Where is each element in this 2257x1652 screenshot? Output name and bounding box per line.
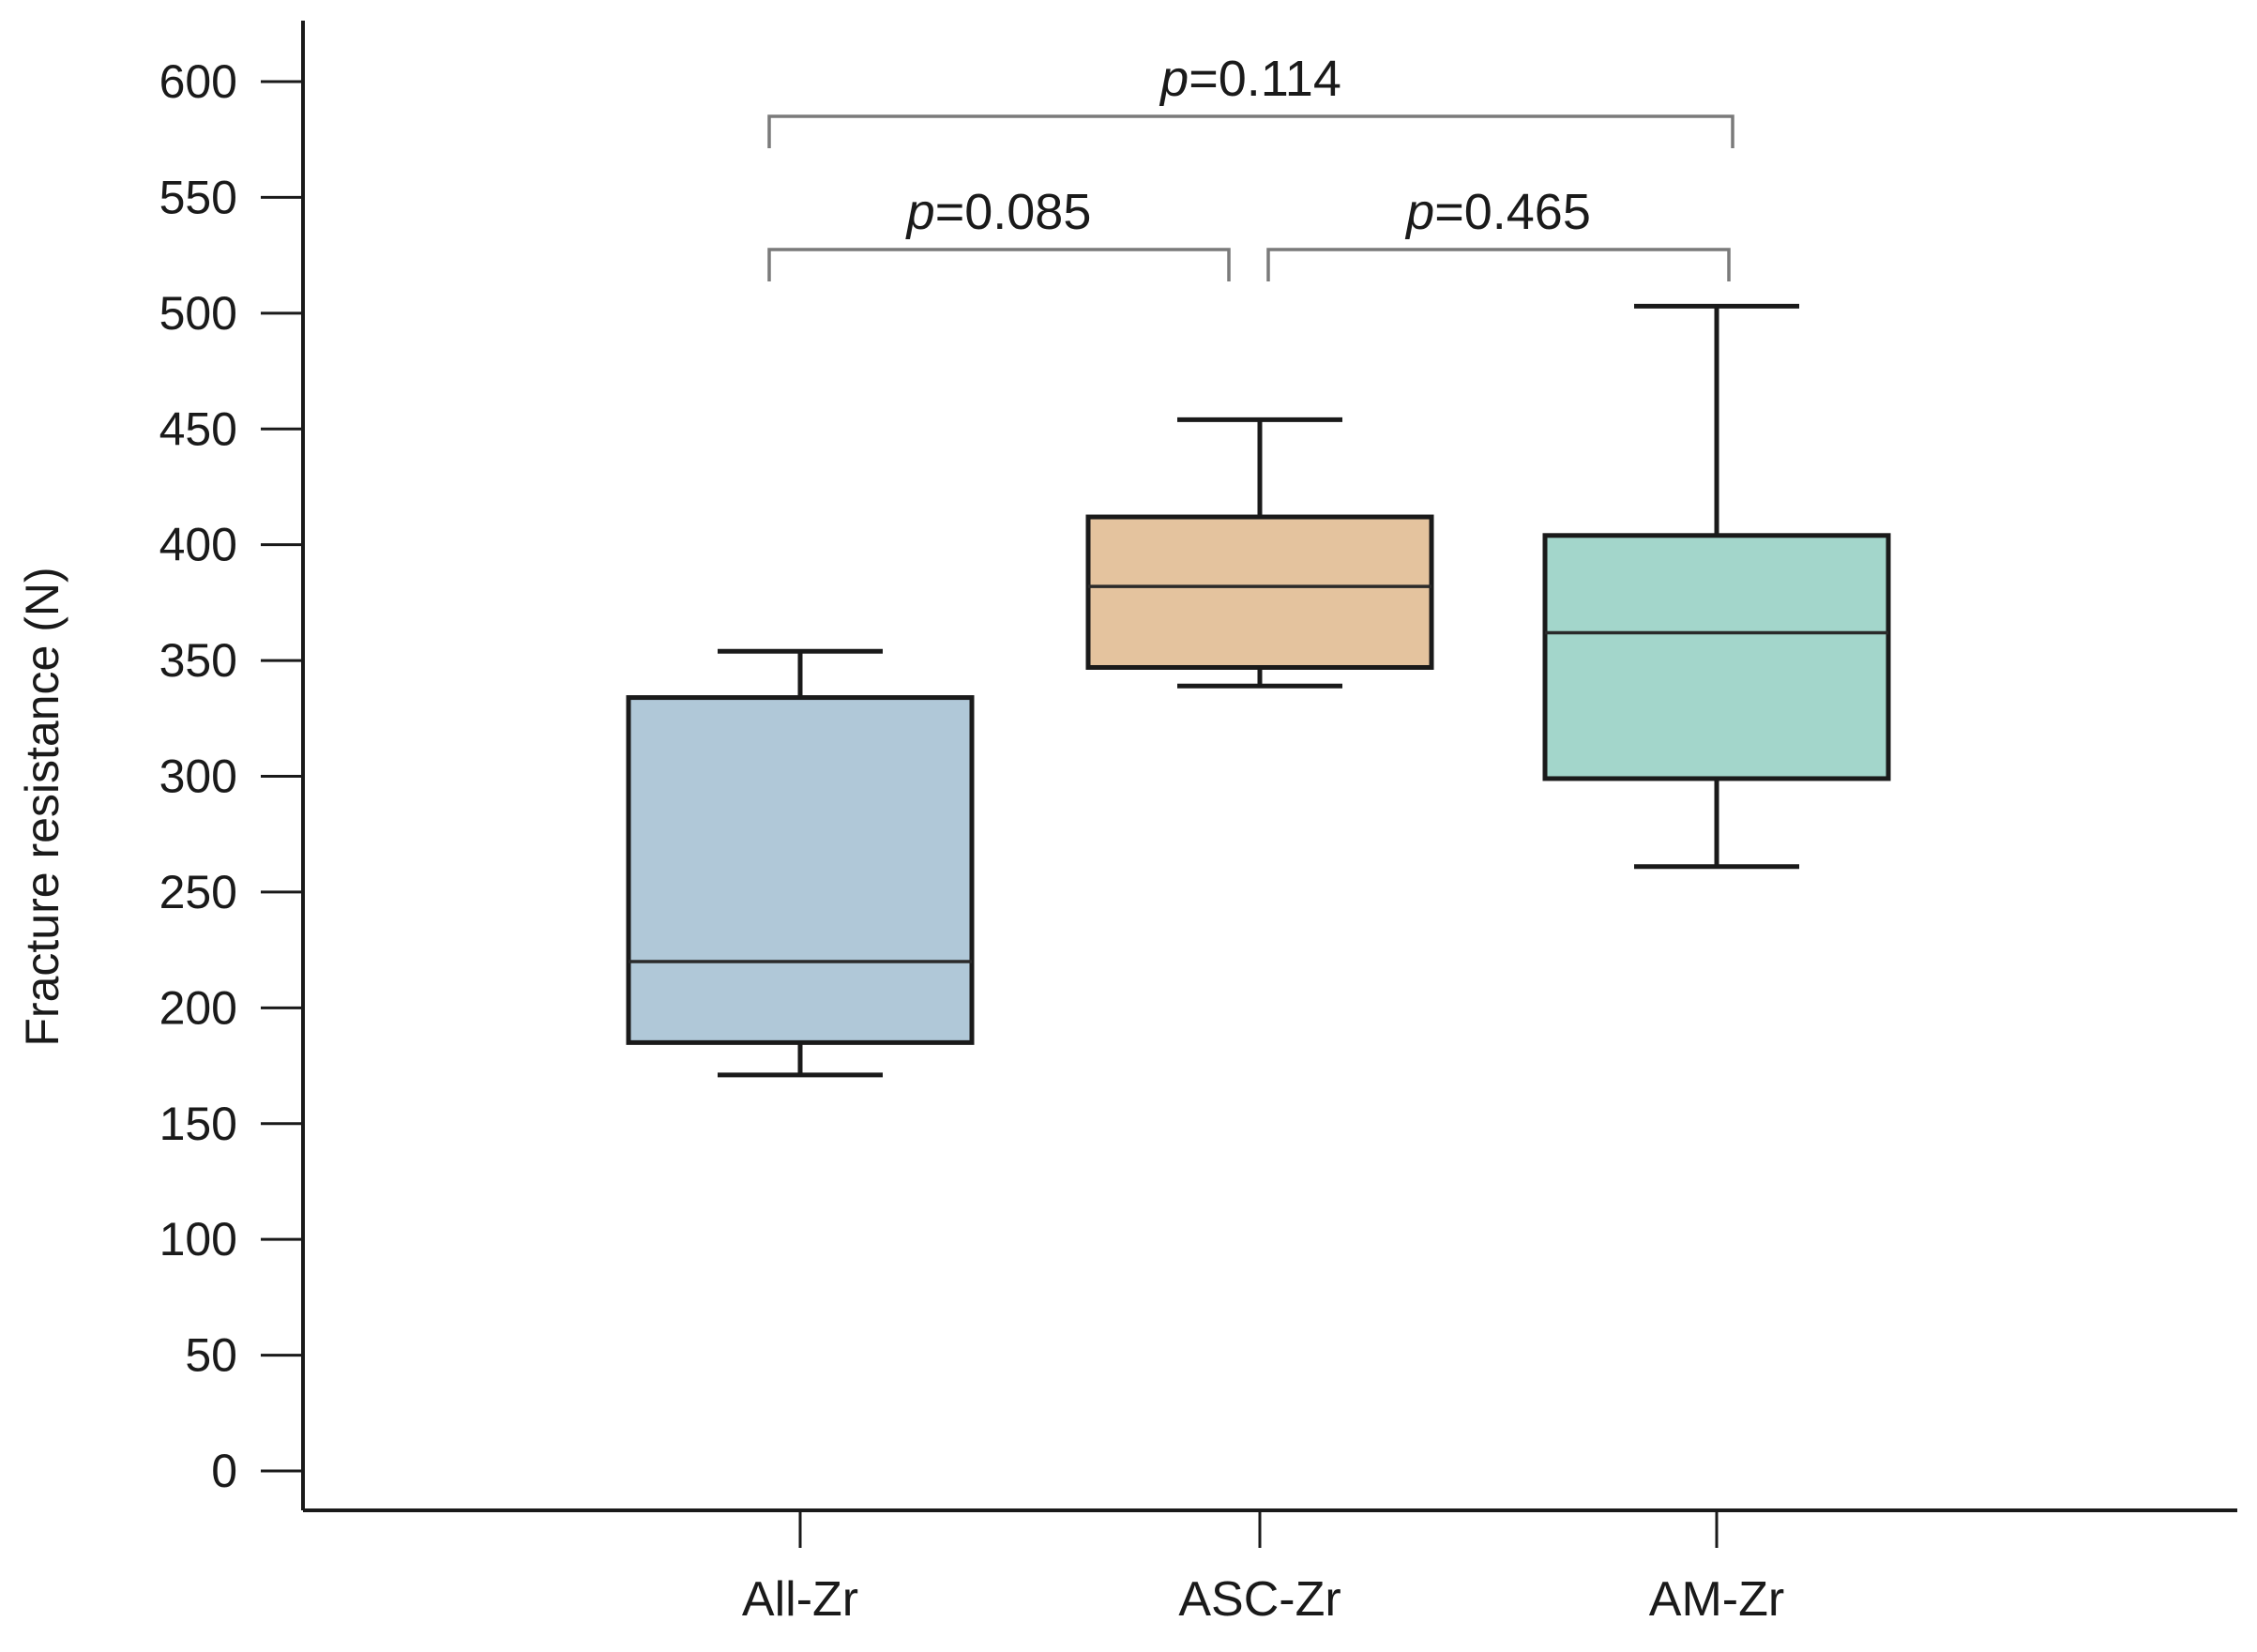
p-value-label: p=0.114 (1159, 51, 1341, 107)
y-tick-label: 450 (159, 402, 237, 455)
box-asc-zr (1085, 417, 1434, 689)
significance-bracket: p=0.085 (767, 184, 1231, 281)
x-tick-label: AM-Zr (1649, 1572, 1784, 1627)
y-tick-label: 400 (159, 519, 237, 571)
y-tick-label: 500 (159, 287, 237, 340)
p-value-label: p=0.085 (905, 184, 1092, 240)
iqr-box (1085, 514, 1434, 670)
p-value-label: p=0.465 (1404, 184, 1591, 240)
y-tick-label: 100 (159, 1213, 237, 1266)
y-tick-label: 550 (159, 171, 237, 223)
y-tick-label: 300 (159, 750, 237, 803)
x-tick-label: All-Zr (742, 1572, 858, 1627)
y-tick-label: 250 (159, 866, 237, 918)
significance-bracket: p=0.114 (767, 51, 1734, 148)
bracket-line (1266, 248, 1731, 281)
y-tick-label: 200 (159, 981, 237, 1034)
significance-bracket: p=0.465 (1266, 184, 1731, 281)
bracket-line (767, 114, 1734, 148)
x-tick-label: ASC-Zr (1178, 1572, 1341, 1627)
y-axis-title: Fracture resistance (N) (16, 567, 68, 1046)
y-tick-label: 150 (159, 1098, 237, 1150)
y-tick-label: 600 (159, 55, 237, 108)
iqr-box (1542, 533, 1891, 781)
iqr-box (626, 695, 975, 1045)
y-tick-label: 0 (211, 1445, 237, 1497)
y-tick-label: 350 (159, 634, 237, 687)
box-all-zr (626, 648, 975, 1078)
y-tick-label: 50 (185, 1329, 237, 1382)
bracket-line (767, 248, 1231, 281)
box-am-zr (1542, 303, 1891, 870)
